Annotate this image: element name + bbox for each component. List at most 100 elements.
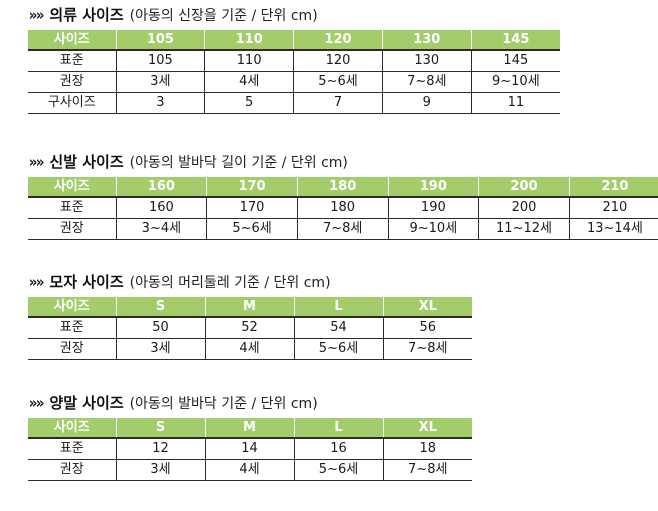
section-title-sub: (아동의 신장을 기준 / 단위 cm) [129,8,318,24]
header-cell: 110 [204,30,295,50]
data-cell: 7~8세 [297,218,389,240]
section-title: »» 의류 사이즈 (아동의 신장을 기준 / 단위 cm) [28,6,560,24]
header-cell: 130 [382,30,472,50]
row-label: 표준 [28,316,117,339]
data-cell: 210 [569,196,658,219]
data-cell: 11 [471,92,560,114]
row-label: 권장 [28,338,117,360]
data-cell: 18 [383,437,472,460]
data-cell: 9 [382,92,472,114]
table-header-row: 사이즈 105 110 120 130 145 [28,30,560,50]
header-cell: 160 [116,177,208,197]
size-table-socks: 사이즈 S M L XL 표준 12 14 16 18 권장 3세 [28,418,472,481]
table-header-row: 사이즈 S M L XL [28,418,472,438]
data-cell: 105 [116,49,206,72]
data-cell: 16 [294,437,384,460]
section-title: »» 모자 사이즈 (아동의 머리둘레 기준 / 단위 cm) [28,273,472,291]
table-header-row: 사이즈 S M L XL [28,297,472,317]
data-cell: 5~6세 [293,71,383,93]
table-row: 권장 3세 4세 5~6세 7~8세 [28,338,472,360]
row-label: 권장 [28,459,117,481]
header-cell: 145 [471,30,560,50]
header-cell: L [294,418,384,438]
section-clothing-size: »» 의류 사이즈 (아동의 신장을 기준 / 단위 cm) 사이즈 105 1… [28,8,560,114]
size-table-hats: 사이즈 S M L XL 표준 50 52 54 56 권장 3세 [28,297,472,360]
double-chevron-icon: »» [28,394,45,412]
header-cell: L [294,297,384,317]
double-chevron-icon: »» [28,153,45,171]
section-sock-size: »» 양말 사이즈 (아동의 발바닥 기준 / 단위 cm) 사이즈 S M L… [28,396,472,481]
table-row: 권장 3세 4세 5~6세 7~8세 [28,459,472,481]
data-cell: 9~10세 [471,71,560,93]
data-cell: 120 [293,49,383,72]
header-cell: 사이즈 [28,418,117,438]
header-cell: 사이즈 [28,297,117,317]
table-row: 권장 3세 4세 5~6세 7~8세 9~10세 [28,71,560,93]
row-label: 구사이즈 [28,92,117,114]
data-cell: 56 [383,316,472,339]
data-cell: 3 [116,92,206,114]
header-cell: S [116,418,206,438]
data-cell: 7 [293,92,383,114]
data-cell: 11~12세 [478,218,570,240]
data-cell: 7~8세 [382,71,472,93]
table-row: 표준 50 52 54 56 [28,316,472,339]
data-cell: 14 [205,437,295,460]
header-cell: 사이즈 [28,30,117,50]
table-row: 표준 105 110 120 130 145 [28,49,560,72]
section-title-sub: (아동의 발바닥 길이 기준 / 단위 cm) [129,155,348,171]
section-title-main: 신발 사이즈 [49,153,124,171]
data-cell: 13~14세 [569,218,658,240]
table-row: 표준 12 14 16 18 [28,437,472,460]
data-cell: 52 [205,316,295,339]
data-cell: 5~6세 [206,218,298,240]
data-cell: 130 [382,49,472,72]
data-cell: 180 [297,196,389,219]
table-row: 권장 3~4세 5~6세 7~8세 9~10세 11~12세 13~14세 [28,218,658,240]
section-shoe-size: »» 신발 사이즈 (아동의 발바닥 길이 기준 / 단위 cm) 사이즈 16… [28,155,658,240]
row-label: 표준 [28,196,117,219]
header-cell: 사이즈 [28,177,117,197]
size-table-shoes: 사이즈 160 170 180 190 200 210 표준 160 170 1… [28,177,658,240]
header-cell: 105 [116,30,206,50]
header-cell: 190 [388,177,480,197]
header-cell: M [205,418,295,438]
header-cell: 180 [297,177,389,197]
section-title-main: 양말 사이즈 [49,394,124,412]
data-cell: 3~4세 [116,218,208,240]
data-cell: 50 [116,316,206,339]
data-cell: 200 [478,196,570,219]
data-cell: 3세 [116,459,206,481]
data-cell: 9~10세 [388,218,480,240]
table-header-row: 사이즈 160 170 180 190 200 210 [28,177,658,197]
header-cell: M [205,297,295,317]
row-label: 표준 [28,49,117,72]
data-cell: 4세 [205,459,295,481]
data-cell: 145 [471,49,560,72]
data-cell: 110 [204,49,295,72]
data-cell: 170 [206,196,298,219]
header-cell: 200 [478,177,570,197]
row-label: 표준 [28,437,117,460]
section-title-sub: (아동의 머리둘레 기준 / 단위 cm) [129,275,331,291]
header-cell: 210 [569,177,658,197]
table-row: 표준 160 170 180 190 200 210 [28,196,658,219]
section-hat-size: »» 모자 사이즈 (아동의 머리둘레 기준 / 단위 cm) 사이즈 S M … [28,275,472,360]
section-title-main: 모자 사이즈 [49,273,124,291]
data-cell: 12 [116,437,206,460]
data-cell: 190 [388,196,480,219]
data-cell: 4세 [204,71,295,93]
row-label: 권장 [28,71,117,93]
row-label: 권장 [28,218,117,240]
data-cell: 3세 [116,71,206,93]
data-cell: 5~6세 [294,459,384,481]
header-cell: XL [383,297,472,317]
data-cell: 5 [204,92,295,114]
header-cell: S [116,297,206,317]
section-title: »» 양말 사이즈 (아동의 발바닥 기준 / 단위 cm) [28,394,472,412]
data-cell: 54 [294,316,384,339]
section-title-main: 의류 사이즈 [49,6,124,24]
data-cell: 7~8세 [383,459,472,481]
double-chevron-icon: »» [28,273,45,291]
